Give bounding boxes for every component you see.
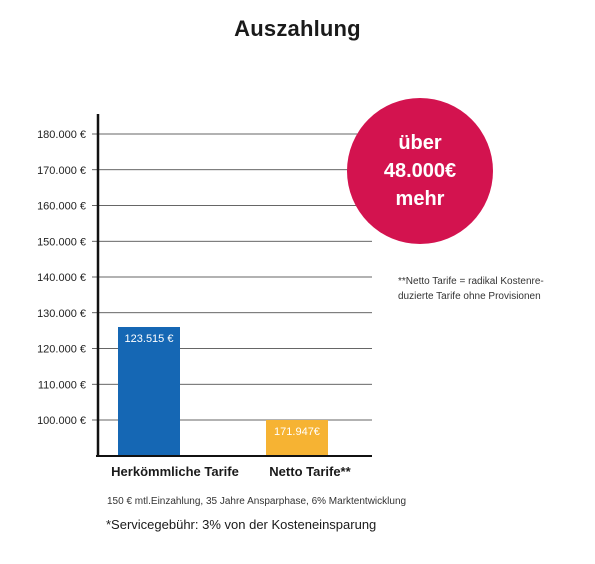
bar-data-labels: 123.515 € 171.947€ xyxy=(125,333,320,438)
bars xyxy=(118,327,328,455)
category-label-herkoemmliche: Herkömmliche Tarife xyxy=(111,464,239,479)
y-tick-label: 130.000 € xyxy=(37,308,86,320)
difference-badge: über 48.000€ mehr xyxy=(347,98,493,244)
chart-title: Auszahlung xyxy=(234,16,361,41)
bar-1 xyxy=(118,327,180,455)
y-tick-labels: 100.000 € 110.000 € 120.000 € 130.000 € 140.… xyxy=(37,129,86,427)
footnote-line-2: duzierte Tarife ohne Provisionen xyxy=(398,291,541,302)
y-tick-label: 170.000 € xyxy=(37,165,86,177)
y-tick-label: 180.000 € xyxy=(37,129,86,141)
y-tick-label: 100.000 € xyxy=(37,415,86,427)
y-tick-label: 120.000 € xyxy=(37,344,86,356)
bar-data-label-2: 171.947€ xyxy=(274,426,320,438)
y-tick-label: 150.000 € xyxy=(37,236,86,248)
footnote-line-1: **Netto Tarife = radikal Kostenre- xyxy=(398,276,544,287)
y-tick-label: 140.000 € xyxy=(37,272,86,284)
bar-2 xyxy=(266,420,328,455)
netto-tarife-footnote: **Netto Tarife = radikal Kostenre- duzie… xyxy=(398,274,588,304)
category-label-netto: Netto Tarife** xyxy=(269,464,351,479)
badge-line-2: 48.000€ xyxy=(383,160,457,182)
bar-data-label-1: 123.515 € xyxy=(125,333,174,345)
y-tick-label: 110.000 € xyxy=(38,379,86,391)
service-fee-note: *Servicegebühr: 3% von der Kosteneinspar… xyxy=(106,517,377,532)
y-tick-label: 160.000 € xyxy=(37,201,86,213)
assumptions-caption: 150 € mtl.Einzahlung, 35 Jahre Ansparpha… xyxy=(107,496,407,507)
badge-line-1: über xyxy=(398,132,442,154)
badge-line-3: mehr xyxy=(395,188,445,210)
